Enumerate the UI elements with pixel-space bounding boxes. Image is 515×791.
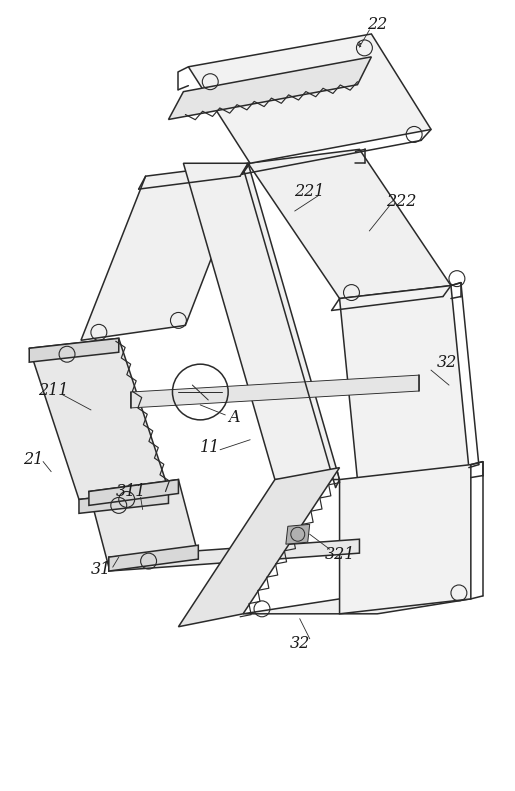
Text: 221: 221: [295, 183, 325, 199]
Polygon shape: [168, 57, 371, 119]
Polygon shape: [339, 464, 471, 614]
Polygon shape: [109, 539, 359, 571]
Polygon shape: [89, 479, 178, 505]
Polygon shape: [29, 339, 168, 499]
Polygon shape: [183, 163, 339, 479]
Polygon shape: [29, 339, 119, 362]
Text: A: A: [228, 410, 240, 426]
Text: 321: 321: [324, 546, 355, 562]
Text: 32: 32: [289, 635, 310, 652]
Polygon shape: [79, 490, 168, 513]
Text: 222: 222: [386, 192, 417, 210]
Polygon shape: [188, 34, 431, 163]
Polygon shape: [339, 286, 469, 479]
Polygon shape: [109, 545, 198, 571]
Polygon shape: [243, 599, 471, 614]
Polygon shape: [131, 375, 419, 408]
Text: 211: 211: [38, 381, 68, 399]
Polygon shape: [286, 524, 310, 544]
Polygon shape: [81, 163, 248, 340]
Text: 311: 311: [115, 483, 146, 500]
Text: 32: 32: [437, 354, 457, 371]
Polygon shape: [248, 149, 451, 298]
Text: 11: 11: [200, 439, 220, 456]
Text: 22: 22: [367, 16, 387, 32]
Text: 21: 21: [23, 451, 43, 468]
Text: 31: 31: [91, 561, 111, 577]
Polygon shape: [89, 479, 198, 567]
Polygon shape: [178, 467, 339, 626]
